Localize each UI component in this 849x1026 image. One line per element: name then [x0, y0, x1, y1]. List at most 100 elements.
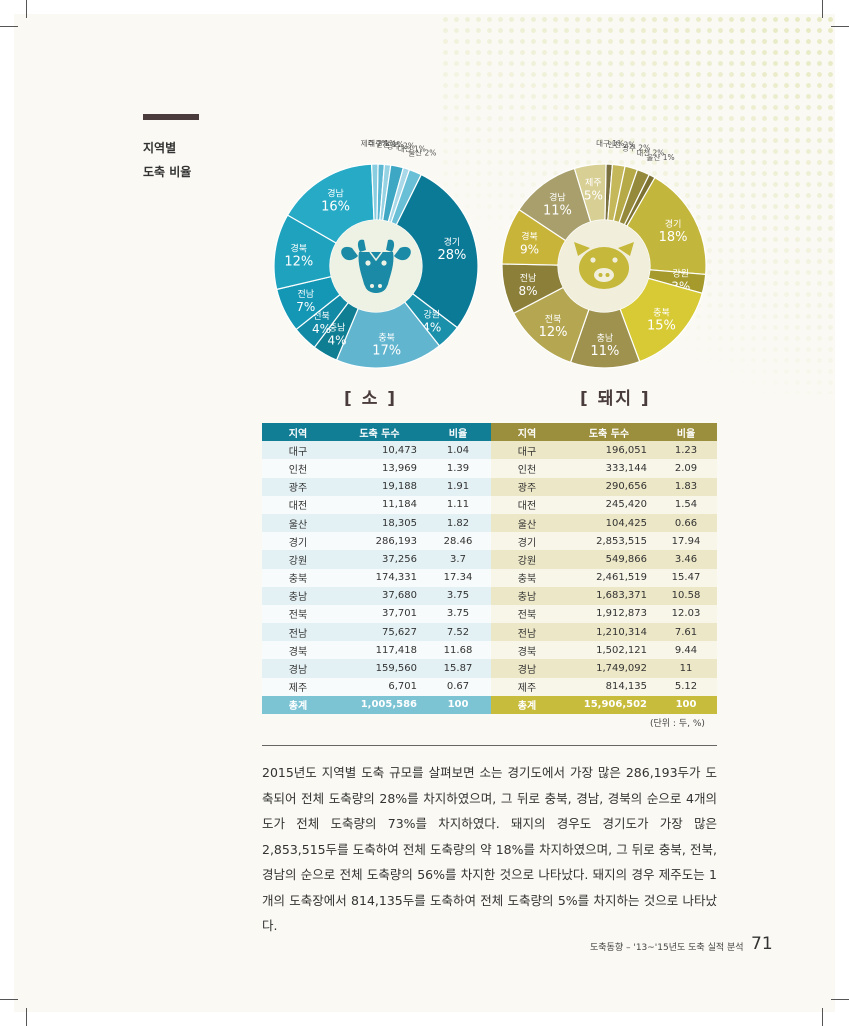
column-header: 도축 두수	[359, 428, 400, 440]
table-cell: 충남	[517, 592, 537, 604]
table-cell: 인천	[288, 464, 308, 476]
table-cell: 충남	[288, 592, 308, 604]
table-cell: 17.34	[443, 572, 473, 584]
table-cell: 19,188	[382, 481, 417, 493]
table-row: 경남 1,749,092 11	[491, 659, 717, 678]
table-cell: 196,051	[605, 444, 647, 456]
table-row: 충북 2,461,519 15.47	[491, 568, 717, 587]
table-row: 대전 11,184 1.11	[262, 495, 491, 514]
table-cell: 117,418	[375, 644, 417, 656]
table-cell: 174,331	[375, 572, 417, 584]
table-cell: 울산	[288, 519, 308, 531]
table-header-row: 지역 도축 두수 비율	[491, 423, 717, 442]
table-cell: 0.66	[674, 517, 698, 529]
table-cell: 17.94	[671, 535, 701, 547]
table-cell: 경북	[517, 646, 537, 658]
crop-mark	[26, 0, 27, 18]
table-cell: 100	[675, 699, 697, 711]
pie-label-울산: 울산 2%	[408, 147, 436, 157]
pie-label-충북: 충북 15%	[647, 308, 676, 334]
table-cell: 814,135	[605, 681, 647, 693]
table-cell: 경기	[288, 537, 308, 549]
table-cell: 7.52	[446, 626, 470, 638]
table-cell: 1,912,873	[596, 608, 647, 620]
table-cell: 경북	[288, 646, 308, 658]
table-row: 경북 117,418 11.68	[262, 641, 491, 660]
table-cell: 100	[447, 699, 469, 711]
pie-label-충남: 충남 11%	[590, 333, 619, 359]
table-row: 제주 814,135 5.12	[491, 677, 717, 696]
pie-label-대전: 대전 2%	[636, 147, 664, 157]
table-cell: 충북	[517, 574, 537, 586]
pig-icon	[574, 242, 634, 289]
table-cell: 전남	[288, 628, 308, 640]
table-cell: 대전	[288, 501, 308, 513]
table-row: 경기 2,853,515 17.94	[491, 532, 717, 551]
table-row: 대전 245,420 1.54	[491, 495, 717, 514]
table-cell: 1.39	[446, 462, 470, 474]
table-cell: 전북	[288, 610, 308, 622]
table-cell: 광주	[288, 483, 308, 495]
table-cell: 333,144	[605, 462, 647, 474]
table-cell: 1.91	[446, 481, 470, 493]
cow-data-table: 지역 도축 두수 비율 대구 10,473 1.04 인천 13,969 1.39 광주 19,1…	[262, 423, 491, 714]
table-cell: 15,906,502	[583, 699, 647, 711]
crop-mark	[831, 999, 849, 1000]
cow-icon	[341, 239, 411, 293]
pie-label-충남: 충남 4%	[328, 323, 347, 348]
table-row: 울산 104,425 0.66	[491, 513, 717, 533]
table-cell: 75,627	[382, 626, 417, 638]
table-row: 대구 10,473 1.04	[262, 441, 491, 460]
table-row: 강원 37,256 3.7	[262, 550, 491, 569]
column-header: 지역	[288, 428, 308, 440]
table-cell: 강원	[288, 555, 308, 567]
table-header-row: 지역 도축 두수 비율	[262, 423, 491, 442]
table-row: 경남 159,560 15.87	[262, 659, 491, 678]
table-cell: 7.61	[674, 626, 698, 638]
table-row: 전북 1,912,873 12.03	[491, 604, 717, 624]
crop-mark	[0, 26, 18, 27]
table-row: 강원 549,866 3.46	[491, 550, 717, 569]
pie-label-인천: 인천 1%	[376, 139, 404, 149]
table-cell: 2.09	[674, 462, 698, 474]
sidebar-title-line2: 도축 비율	[143, 165, 192, 179]
crop-mark	[822, 0, 823, 18]
pie-label-제주: 제주 1%	[361, 139, 389, 148]
table-cell: 제주	[288, 683, 308, 695]
table-row: 경북 1,502,121 9.44	[491, 641, 717, 660]
table-cell: 2,461,519	[596, 572, 647, 584]
table-cell: 대전	[517, 501, 537, 513]
table-row: 충남 1,683,371 10.58	[491, 586, 717, 605]
cow-chart-title: [ 소 ]	[344, 389, 398, 409]
pie-label-광주: 광주 2%	[622, 142, 650, 152]
table-cell: 대구	[288, 446, 308, 458]
table-cell: 1,749,092	[596, 663, 647, 675]
pie-label-경북: 경북 12%	[284, 243, 313, 270]
crop-mark	[26, 1008, 27, 1026]
table-cell: 경기	[517, 537, 537, 549]
table-cell: 인천	[517, 464, 537, 476]
table-cell: 3.75	[446, 590, 470, 602]
table-cell: 10.58	[671, 590, 701, 602]
crop-mark	[831, 26, 849, 27]
table-cell: 3.46	[674, 553, 698, 565]
pie-label-전북: 전북 12%	[539, 314, 568, 340]
table-cell: 5.12	[674, 681, 698, 693]
pie-label-인천: 인천 2%	[607, 139, 635, 149]
column-header: 비율	[676, 428, 696, 440]
table-row: 울산 18,305 1.82	[262, 513, 491, 533]
footer-running-title: 도축동향 – '13~'15년도 도축 실적 분석	[590, 943, 744, 953]
table-cell: 대구	[517, 446, 537, 458]
table-cell: 6,701	[388, 681, 417, 693]
table-cell: 1,005,586	[360, 699, 417, 711]
table-cell: 울산	[517, 519, 537, 531]
table-cell: 37,256	[382, 553, 417, 565]
table-cell: 1.11	[446, 499, 470, 511]
table-cell: 전북	[517, 610, 537, 622]
table-cell: 1.04	[446, 444, 470, 456]
table-row: 광주 19,188 1.91	[262, 477, 491, 496]
table-cell: 전남	[517, 628, 537, 640]
table-cell: 37,680	[382, 590, 417, 602]
table-cell: 강원	[517, 555, 537, 567]
table-row: 충북 174,331 17.34	[262, 568, 491, 587]
